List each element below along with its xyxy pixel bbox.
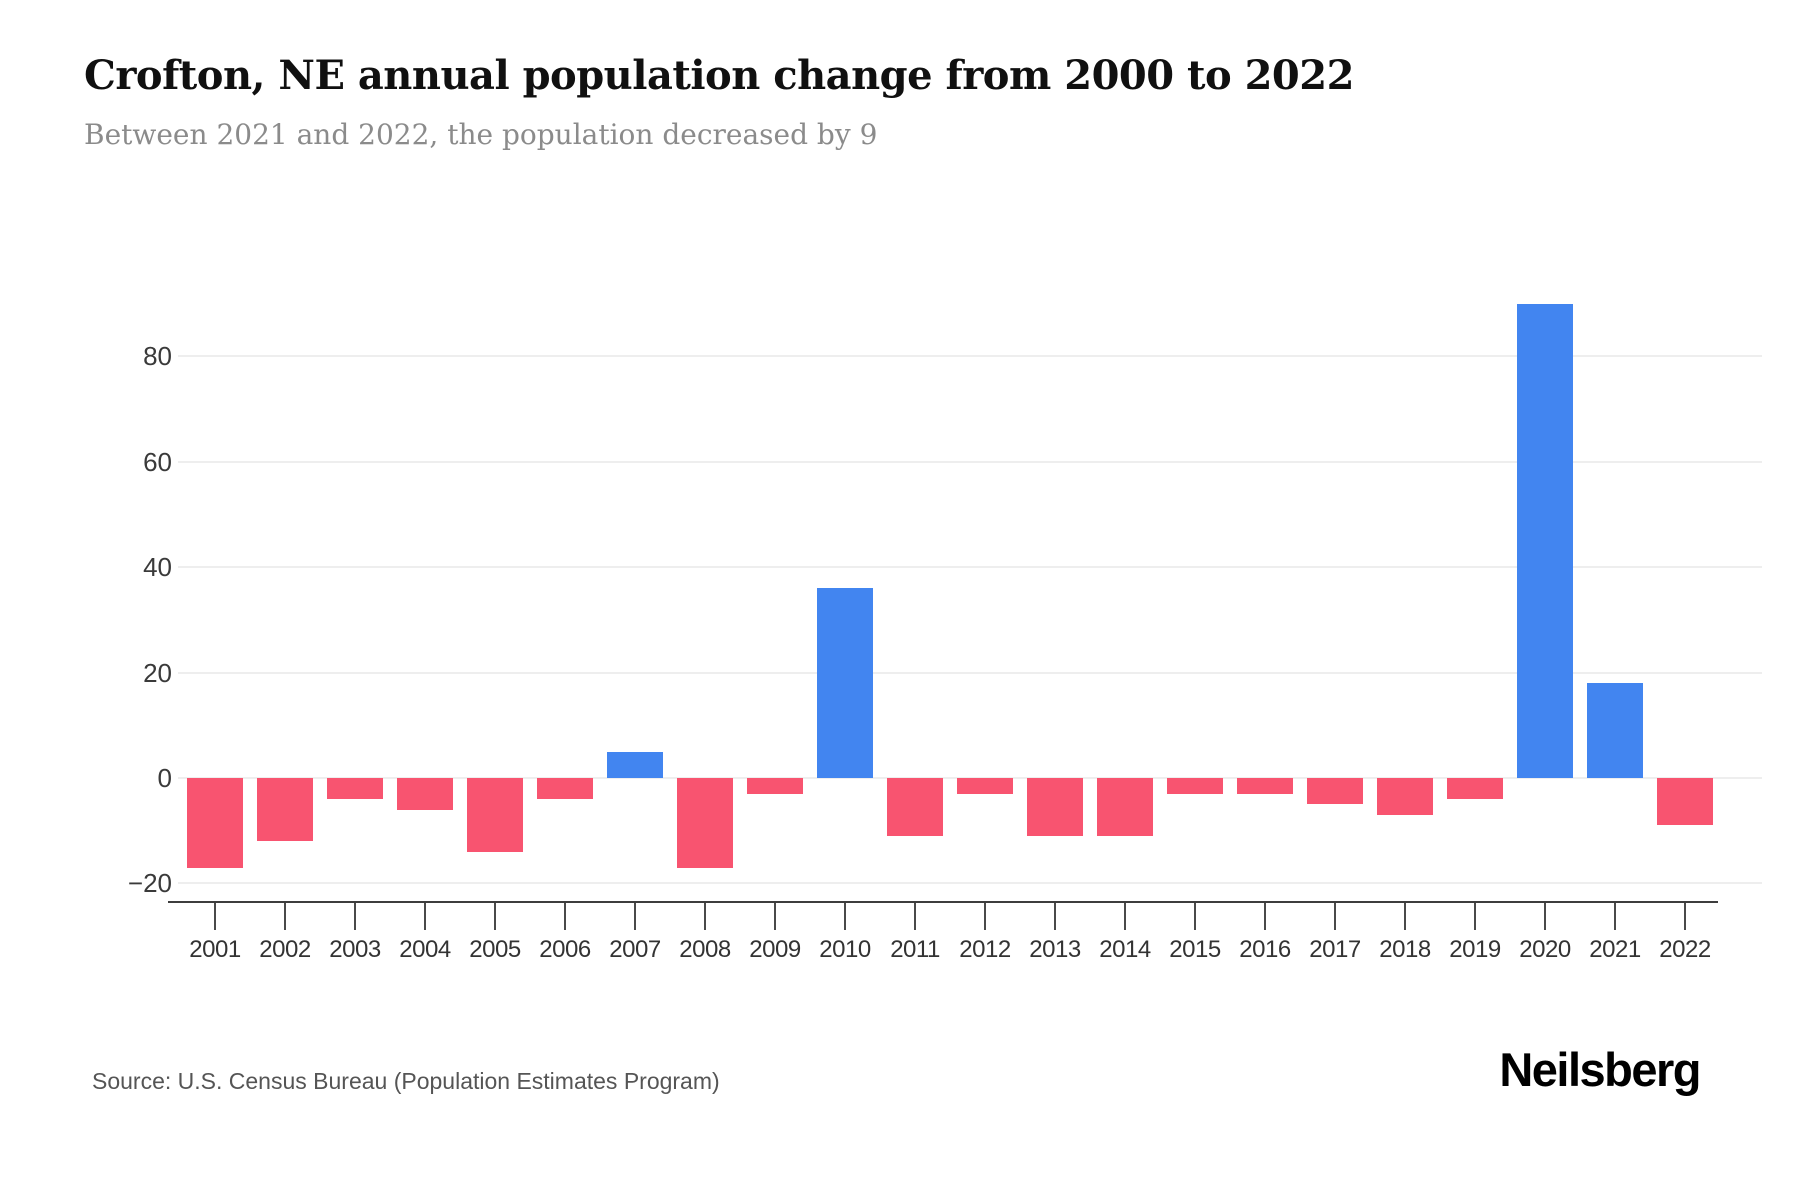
x-axis-label-2022: 2022 [1659,936,1711,963]
x-axis-label-2005: 2005 [469,936,521,963]
x-axis-tick-2016 [1264,903,1266,930]
x-axis-tick-2012 [984,903,986,930]
gridline-y-40 [178,566,1762,568]
bar-2006[interactable] [537,778,593,799]
x-axis-tick-2014 [1124,903,1126,930]
x-axis-tick-2003 [354,903,356,930]
bar-2010[interactable] [817,588,873,778]
bar-2001[interactable] [187,778,243,868]
bar-2020[interactable] [1517,304,1573,778]
bar-2002[interactable] [257,778,313,841]
bar-2017[interactable] [1307,778,1363,804]
x-axis-tick-2001 [214,903,216,930]
bar-2022[interactable] [1657,778,1713,825]
x-axis-tick-2010 [844,903,846,930]
bar-2013[interactable] [1027,778,1083,836]
bar-2019[interactable] [1447,778,1503,799]
gridline-y-20 [178,672,1762,674]
x-axis-label-2015: 2015 [1169,936,1221,963]
x-axis-tick-2015 [1194,903,1196,930]
bar-2021[interactable] [1587,683,1643,778]
x-axis-label-2006: 2006 [539,936,591,963]
x-axis-label-2019: 2019 [1449,936,1501,963]
x-axis-tick-2019 [1474,903,1476,930]
x-axis-label-2003: 2003 [329,936,381,963]
bar-2016[interactable] [1237,778,1293,794]
bar-2008[interactable] [677,778,733,868]
bar-2007[interactable] [607,752,663,778]
x-axis-tick-2017 [1334,903,1336,930]
gridline-y--20 [178,882,1762,884]
x-axis-tick-2009 [774,903,776,930]
x-axis-tick-2002 [284,903,286,930]
bar-2012[interactable] [957,778,1013,794]
y-axis-label-0: 0 [157,763,172,793]
bar-2015[interactable] [1167,778,1223,794]
x-axis-label-2007: 2007 [609,936,661,963]
x-axis-line [168,901,1718,903]
neilsberg-logo[interactable]: Neilsberg [1499,1043,1701,1096]
x-axis-label-2008: 2008 [679,936,731,963]
y-axis-label--20: −20 [127,868,172,898]
x-axis-label-2014: 2014 [1099,936,1151,963]
x-axis-label-2010: 2010 [819,936,871,963]
x-axis-tick-2013 [1054,903,1056,930]
x-axis-label-2018: 2018 [1379,936,1431,963]
x-axis-label-2001: 2001 [189,936,241,963]
x-axis-label-2016: 2016 [1239,936,1291,963]
bar-2003[interactable] [327,778,383,799]
x-axis-label-2020: 2020 [1519,936,1571,963]
chart-title: Crofton, NE annual population change fro… [84,52,1354,99]
x-axis-label-2004: 2004 [399,936,451,963]
x-axis-label-2002: 2002 [259,936,311,963]
x-axis-tick-2021 [1614,903,1616,930]
x-axis-tick-2020 [1544,903,1546,930]
x-axis-tick-2006 [564,903,566,930]
bar-2014[interactable] [1097,778,1153,836]
gridline-y-80 [178,355,1762,357]
bar-2005[interactable] [467,778,523,852]
y-axis-label-20: 20 [143,658,172,688]
x-axis-tick-2018 [1404,903,1406,930]
chart-subtitle: Between 2021 and 2022, the population de… [84,118,878,151]
y-axis-label-60: 60 [143,447,172,477]
gridline-y-60 [178,461,1762,463]
x-axis-label-2012: 2012 [959,936,1011,963]
source-note: Source: U.S. Census Bureau (Population E… [92,1068,720,1094]
x-axis-tick-2011 [914,903,916,930]
y-axis-label-40: 40 [143,552,172,582]
bar-2004[interactable] [397,778,453,810]
x-axis-tick-2022 [1684,903,1686,930]
x-axis-label-2021: 2021 [1589,936,1641,963]
x-axis-label-2013: 2013 [1029,936,1081,963]
bar-2009[interactable] [747,778,803,794]
x-axis-tick-2005 [494,903,496,930]
x-axis-label-2011: 2011 [890,936,940,963]
x-axis-label-2009: 2009 [749,936,801,963]
bar-2011[interactable] [887,778,943,836]
x-axis-tick-2007 [634,903,636,930]
y-axis-label-80: 80 [143,341,172,371]
x-axis-label-2017: 2017 [1309,936,1361,963]
x-axis-tick-2004 [424,903,426,930]
bar-2018[interactable] [1377,778,1433,815]
x-axis-tick-2008 [704,903,706,930]
